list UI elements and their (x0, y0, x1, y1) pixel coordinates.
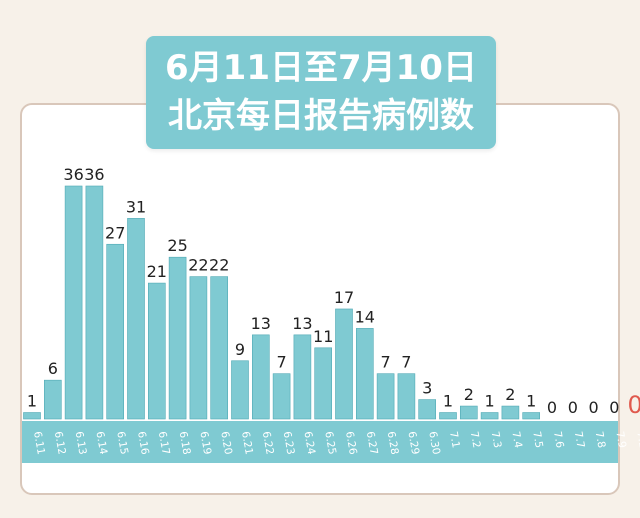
bar-6-21 (231, 360, 249, 420)
x-tick-label: 6.27 (364, 430, 380, 455)
x-tick-label: 7.6 (551, 430, 566, 449)
x-tick-label: 7.9 (613, 430, 628, 449)
data-label: 21 (147, 262, 167, 281)
data-label: 36 (84, 165, 104, 184)
x-tick-label: 6.21 (239, 430, 255, 455)
bar-6-14 (85, 185, 104, 420)
x-tick-label: 7.4 (509, 430, 524, 449)
data-label: 22 (188, 256, 208, 275)
bar-7-4 (501, 405, 520, 420)
x-tick-label: 7.5 (530, 430, 545, 449)
data-label: 0 (547, 398, 557, 417)
x-tick-label: 7.1 (447, 430, 462, 449)
data-label: 0 (609, 398, 619, 417)
data-label: 31 (126, 197, 146, 216)
bar-6-26 (335, 308, 353, 420)
bar-6-11 (23, 412, 41, 420)
data-label: 22 (209, 256, 229, 275)
x-tick-label: 6.12 (52, 430, 68, 455)
data-label: 9 (235, 340, 245, 359)
bar-6-13 (64, 185, 83, 420)
x-tick-label: 6.11 (31, 430, 47, 455)
data-label: 1 (526, 392, 536, 411)
bar-7-1 (439, 412, 457, 420)
bar-6-28 (376, 373, 395, 420)
data-label: 6 (48, 359, 58, 378)
x-tick-label: 7.8 (593, 430, 608, 449)
x-tick-label: 7.3 (489, 430, 504, 449)
bar-6-23 (272, 373, 291, 420)
title-banner: 6月11日至7月10日 北京每日报告病例数 (146, 36, 496, 149)
x-tick-label: 6.16 (135, 430, 151, 455)
bar-6-18 (168, 256, 187, 420)
bar-7-5 (522, 412, 541, 420)
title-date-range: 6月11日至7月10日 (165, 48, 477, 88)
data-label: 11 (313, 327, 333, 346)
bar-6-24 (293, 334, 312, 420)
x-tick-label: 6.28 (385, 430, 401, 455)
x-tick-label: 6.20 (218, 430, 234, 455)
bar-6-29 (397, 373, 416, 420)
x-tick-label: 7.2 (468, 430, 483, 449)
data-label: 0 (568, 398, 578, 417)
data-label: 0 (589, 398, 599, 417)
bar-6-25 (314, 347, 333, 420)
x-tick-label: 6.23 (281, 430, 297, 455)
data-label: 25 (167, 236, 187, 255)
bar-6-19 (189, 276, 208, 420)
bar-6-17 (148, 282, 166, 420)
bar-6-30 (418, 399, 437, 420)
data-label: 1 (27, 392, 37, 411)
data-label: 13 (251, 314, 271, 333)
data-label: 3 (422, 379, 432, 398)
x-tick-label: 6.13 (73, 430, 89, 455)
data-label: 1 (485, 392, 495, 411)
data-label: 27 (105, 223, 125, 242)
data-label: 1 (443, 392, 453, 411)
data-label: 14 (355, 307, 375, 326)
x-tick-label: 6.30 (426, 430, 442, 455)
x-axis-band (22, 421, 618, 463)
bar-6-12 (43, 379, 62, 420)
data-label: 13 (292, 314, 312, 333)
title-main: 北京每日报告病例数 (168, 96, 474, 136)
data-label: 2 (464, 385, 474, 404)
bar-7-2 (459, 405, 478, 420)
x-tick-label: 6.25 (322, 430, 338, 455)
bar-6-15 (106, 243, 124, 420)
bar-6-20 (210, 276, 228, 420)
x-tick-label: 7.10 (634, 430, 640, 455)
data-label: 36 (63, 165, 83, 184)
x-tick-label: 6.29 (405, 430, 421, 455)
bar-6-16 (127, 218, 145, 420)
x-tick-label: 6.17 (156, 430, 172, 455)
x-tick-label: 7.7 (572, 430, 587, 449)
bar-6-22 (252, 334, 270, 420)
x-tick-label: 6.14 (93, 430, 109, 455)
x-tick-label: 6.18 (177, 430, 193, 455)
bar-7-3 (480, 412, 499, 420)
data-label: 7 (401, 353, 411, 372)
data-label: 7 (381, 353, 391, 372)
data-label: 2 (505, 385, 515, 404)
x-tick-label: 6.19 (197, 430, 213, 455)
x-tick-label: 6.24 (301, 430, 317, 455)
data-label: 7 (277, 353, 287, 372)
bar-6-27 (355, 328, 374, 420)
data-label: 0 (628, 391, 640, 419)
x-tick-label: 6.22 (260, 430, 276, 455)
x-tick-label: 6.15 (114, 430, 130, 455)
data-label: 17 (334, 288, 354, 307)
x-tick-label: 6.26 (343, 430, 359, 455)
